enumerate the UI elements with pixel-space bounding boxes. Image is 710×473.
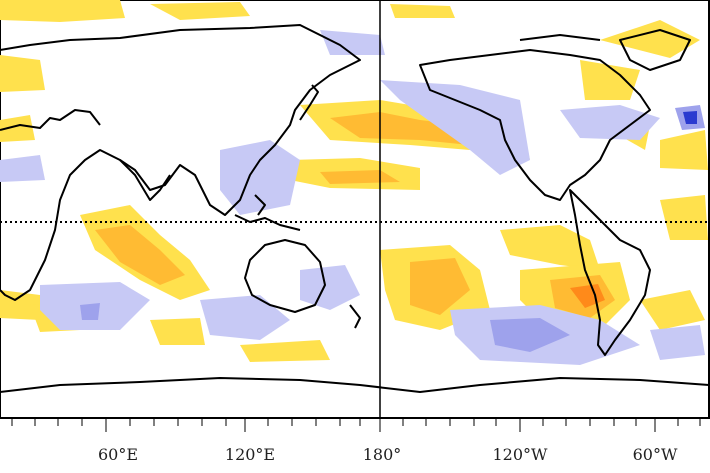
negative-anomaly-region (0, 155, 45, 182)
positive-anomaly-region (0, 0, 125, 22)
negative-anomaly-region (200, 295, 290, 340)
negative-anomaly-region (380, 80, 530, 175)
positive-anomaly-region (240, 340, 330, 362)
anomaly-shading (0, 0, 708, 365)
positive-anomaly-region (580, 60, 640, 100)
positive-anomaly-region (390, 4, 455, 18)
negative-anomaly-region (300, 265, 360, 310)
coastlines (0, 24, 710, 393)
positive-anomaly-region (150, 2, 250, 20)
x-axis-ticks (11, 418, 701, 432)
negative-anomaly-region (683, 111, 697, 124)
negative-anomaly-region (320, 30, 385, 55)
positive-anomaly-region (660, 195, 708, 240)
positive-anomaly-region (410, 258, 470, 315)
tick-label-120w: 120°W (493, 445, 549, 464)
negative-anomaly-region (650, 325, 705, 360)
tick-label-180: 180° (363, 445, 402, 464)
tick-label-120e: 120°E (225, 445, 275, 464)
positive-anomaly-region (600, 20, 700, 58)
negative-anomaly-region (220, 140, 300, 215)
positive-anomaly-region (660, 130, 708, 170)
tick-label-60e: 60°E (98, 445, 138, 464)
positive-anomaly-region (95, 225, 185, 285)
positive-anomaly-region (500, 225, 600, 270)
positive-anomaly-region (150, 318, 205, 345)
positive-anomaly-region (0, 55, 45, 92)
negative-anomaly-region (490, 318, 570, 352)
positive-anomaly-region (330, 112, 470, 145)
positive-anomaly-region (640, 290, 705, 330)
negative-anomaly-region (80, 303, 100, 320)
negative-anomaly-region (560, 105, 660, 140)
tick-label-60w: 60°W (633, 445, 678, 464)
positive-anomaly-region (0, 115, 35, 142)
